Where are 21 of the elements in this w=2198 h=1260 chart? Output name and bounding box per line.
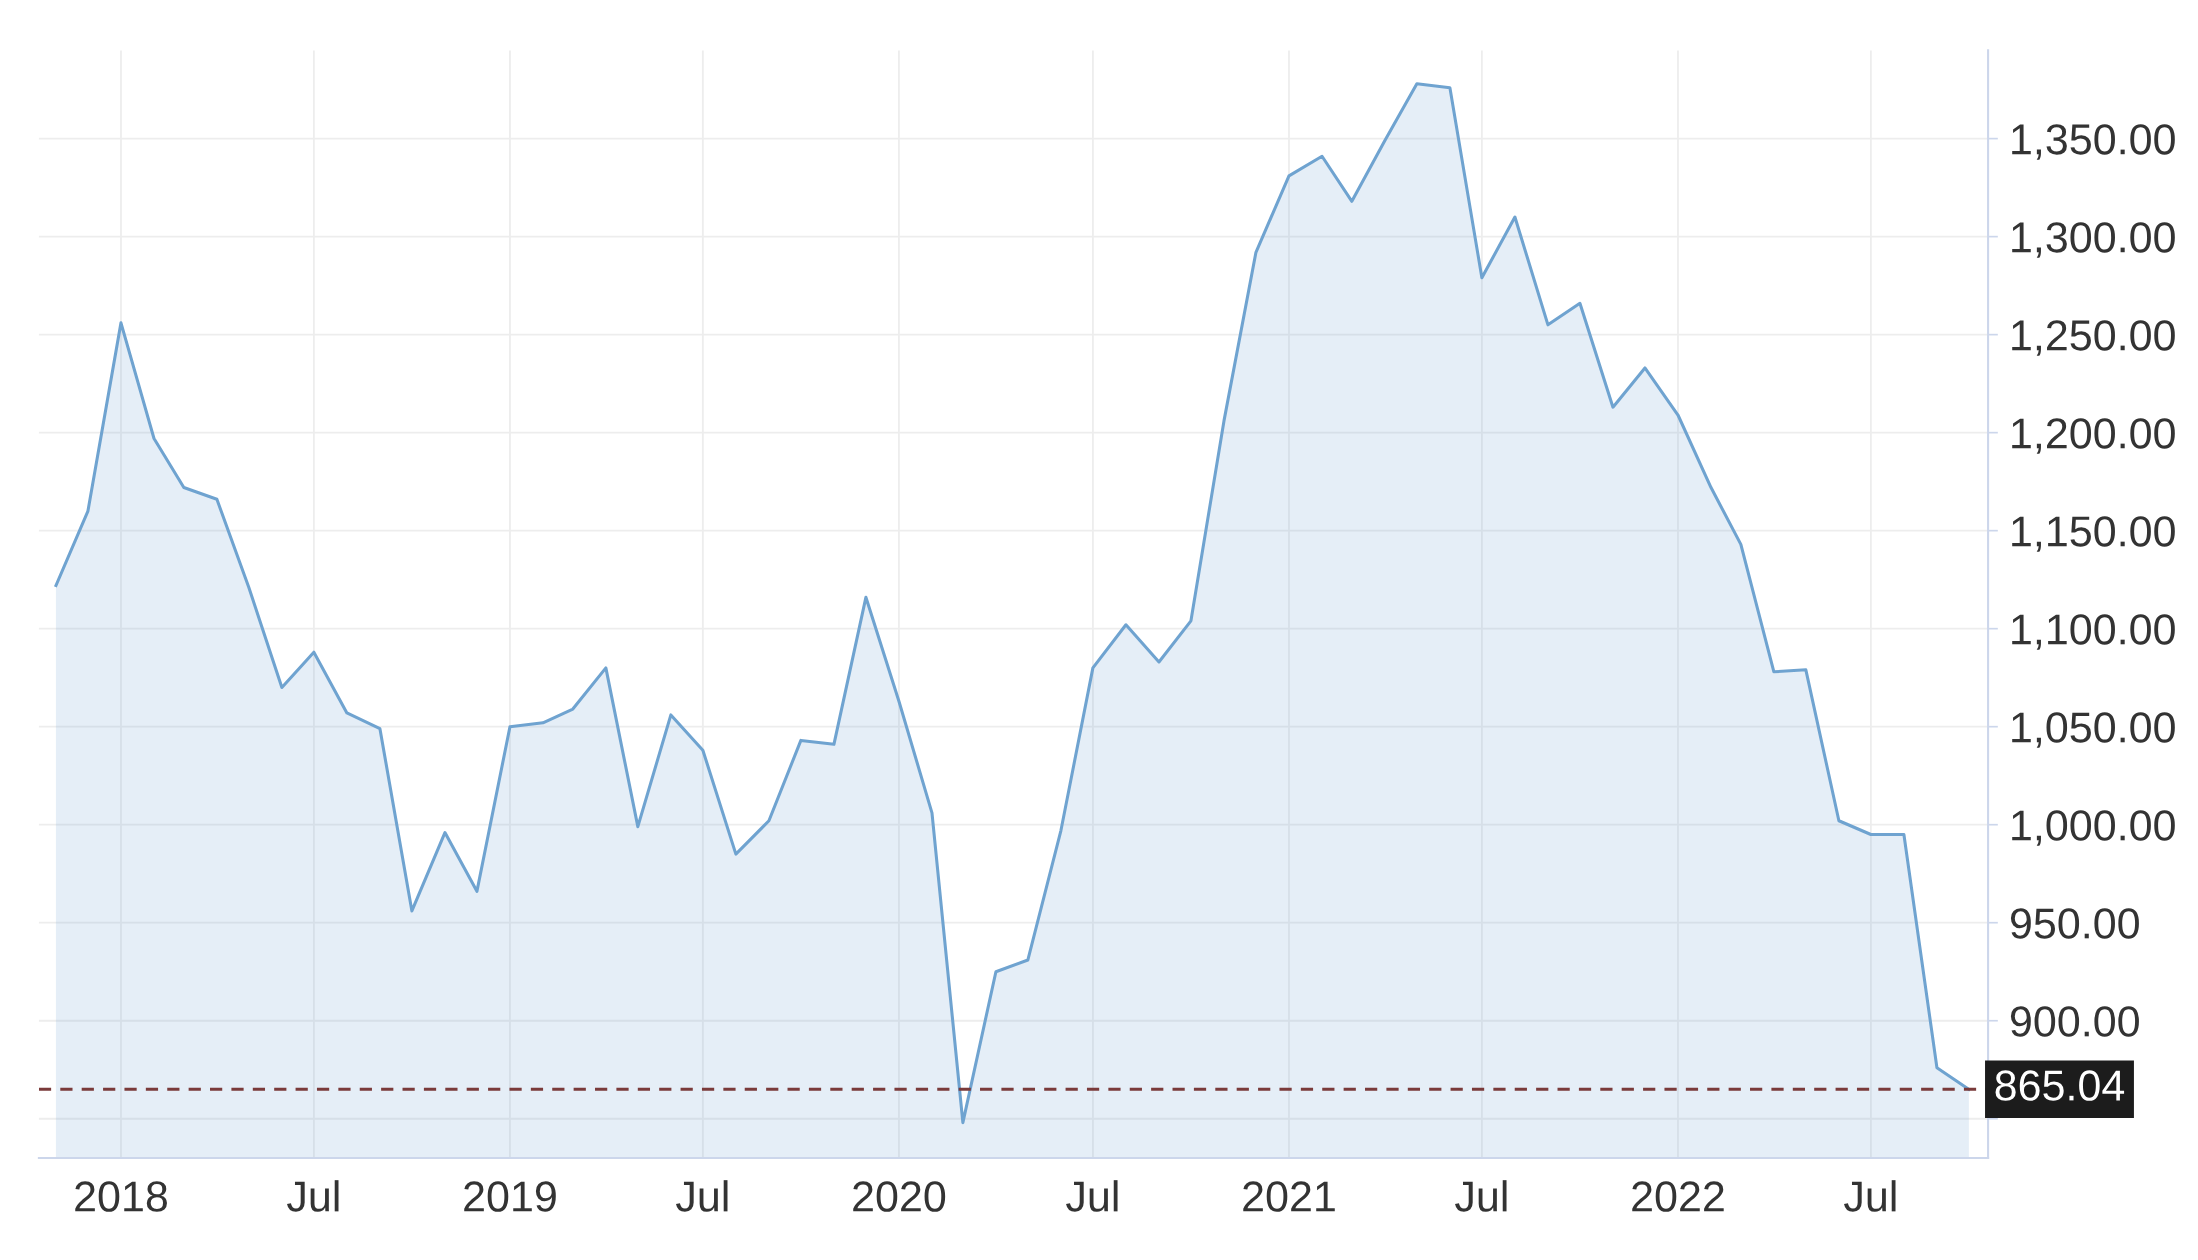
x-tick-label: Jul [1066,1180,1118,1212]
x-tick-label: Jul [676,1180,728,1212]
ref-line-label: 865.04 [1995,1070,2125,1101]
x-tick-label: Jul [287,1180,339,1212]
y-tick-label: 1,350.00 [2012,124,2175,160]
y-tick-label: 1,000.00 [2012,810,2175,846]
x-tick-label: 2019 [464,1181,556,1212]
y-tick-label: 950.00 [2010,908,2139,939]
y-tick-label: 1,200.00 [2012,418,2175,454]
x-tick-label: 2021 [1243,1181,1335,1212]
y-tick-label: 1,150.00 [2012,516,2175,552]
y-tick-label: 900.00 [2010,1006,2139,1037]
y-tick-label: 1,050.00 [2012,712,2175,748]
x-tick-label: 2020 [853,1181,946,1212]
x-tick-label: 2018 [75,1181,167,1212]
x-tick-label: Jul [1455,1180,1507,1212]
x-tick-label: Jul [1844,1180,1896,1212]
y-tick-label: 1,100.00 [2012,614,2175,650]
y-tick-label: 1,300.00 [2012,222,2175,258]
x-tick-label: 2022 [1632,1181,1724,1212]
y-tick-label: 1,250.00 [2012,320,2175,356]
